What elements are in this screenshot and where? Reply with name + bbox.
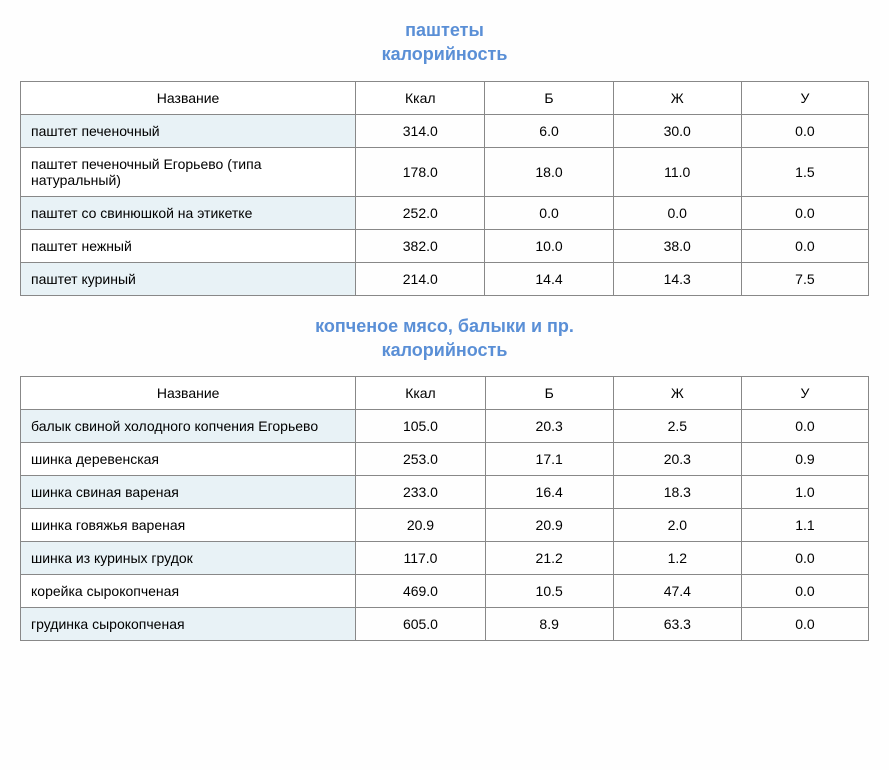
cell-u: 0.0 — [741, 575, 868, 608]
cell-kcal: 178.0 — [356, 147, 485, 196]
cell-kcal: 214.0 — [356, 262, 485, 295]
cell-kcal: 314.0 — [356, 114, 485, 147]
table-row: паштет нежный 382.0 10.0 38.0 0.0 — [21, 229, 869, 262]
cell-zh: 11.0 — [613, 147, 741, 196]
col-u: У — [741, 81, 868, 114]
cell-name: шинка деревенская — [21, 443, 356, 476]
table-header-row: Название Ккал Б Ж У — [21, 81, 869, 114]
cell-name: паштет печеночный Егорьево (типа натурал… — [21, 147, 356, 196]
cell-b: 16.4 — [485, 476, 613, 509]
cell-u: 0.0 — [741, 542, 868, 575]
cell-name: корейка сырокопченая — [21, 575, 356, 608]
nutrition-table: Название Ккал Б Ж У паштет печеночный 31… — [20, 81, 869, 296]
cell-zh: 47.4 — [613, 575, 741, 608]
cell-kcal: 117.0 — [356, 542, 485, 575]
page: паштеты калорийность Название Ккал Б Ж У… — [0, 0, 889, 689]
section-title: паштеты калорийность — [20, 18, 869, 67]
section-title: копченое мясо, балыки и пр. калорийность — [20, 314, 869, 363]
cell-b: 0.0 — [485, 196, 613, 229]
cell-u: 0.0 — [741, 608, 868, 641]
section-title-line2: калорийность — [20, 42, 869, 66]
table-row: шинка деревенская 253.0 17.1 20.3 0.9 — [21, 443, 869, 476]
cell-name: шинка свиная вареная — [21, 476, 356, 509]
cell-b: 14.4 — [485, 262, 613, 295]
table-row: шинка свиная вареная 233.0 16.4 18.3 1.0 — [21, 476, 869, 509]
cell-kcal: 605.0 — [356, 608, 485, 641]
cell-name: шинка из куриных грудок — [21, 542, 356, 575]
cell-kcal: 469.0 — [356, 575, 485, 608]
cell-zh: 63.3 — [613, 608, 741, 641]
section-title-line2: калорийность — [20, 338, 869, 362]
cell-zh: 18.3 — [613, 476, 741, 509]
cell-zh: 14.3 — [613, 262, 741, 295]
cell-kcal: 20.9 — [356, 509, 485, 542]
cell-name: паштет печеночный — [21, 114, 356, 147]
section-title-line1: копченое мясо, балыки и пр. — [20, 314, 869, 338]
cell-name: паштет нежный — [21, 229, 356, 262]
cell-zh: 20.3 — [613, 443, 741, 476]
cell-kcal: 105.0 — [356, 410, 485, 443]
table-header-row: Название Ккал Б Ж У — [21, 377, 869, 410]
table-row: паштет куриный 214.0 14.4 14.3 7.5 — [21, 262, 869, 295]
nutrition-table: Название Ккал Б Ж У балык свиной холодно… — [20, 376, 869, 641]
table-row: паштет со свинюшкой на этикетке 252.0 0.… — [21, 196, 869, 229]
table-row: паштет печеночный Егорьево (типа натурал… — [21, 147, 869, 196]
col-zh: Ж — [613, 81, 741, 114]
cell-name: балык свиной холодного копчения Егорьево — [21, 410, 356, 443]
section-title-line1: паштеты — [20, 18, 869, 42]
cell-zh: 0.0 — [613, 196, 741, 229]
cell-name: шинка говяжья вареная — [21, 509, 356, 542]
cell-u: 0.0 — [741, 114, 868, 147]
col-zh: Ж — [613, 377, 741, 410]
cell-b: 18.0 — [485, 147, 613, 196]
col-kcal: Ккал — [356, 377, 485, 410]
cell-u: 7.5 — [741, 262, 868, 295]
cell-zh: 1.2 — [613, 542, 741, 575]
cell-b: 10.0 — [485, 229, 613, 262]
cell-b: 20.9 — [485, 509, 613, 542]
cell-b: 20.3 — [485, 410, 613, 443]
cell-b: 10.5 — [485, 575, 613, 608]
cell-u: 0.0 — [741, 229, 868, 262]
cell-kcal: 382.0 — [356, 229, 485, 262]
table-row: грудинка сырокопченая 605.0 8.9 63.3 0.0 — [21, 608, 869, 641]
cell-name: паштет со свинюшкой на этикетке — [21, 196, 356, 229]
table-row: балык свиной холодного копчения Егорьево… — [21, 410, 869, 443]
cell-kcal: 253.0 — [356, 443, 485, 476]
cell-b: 17.1 — [485, 443, 613, 476]
cell-b: 21.2 — [485, 542, 613, 575]
cell-name: грудинка сырокопченая — [21, 608, 356, 641]
cell-zh: 30.0 — [613, 114, 741, 147]
cell-zh: 38.0 — [613, 229, 741, 262]
col-b: Б — [485, 377, 613, 410]
col-u: У — [741, 377, 868, 410]
cell-u: 0.0 — [741, 410, 868, 443]
cell-b: 8.9 — [485, 608, 613, 641]
cell-name: паштет куриный — [21, 262, 356, 295]
table-row: шинка из куриных грудок 117.0 21.2 1.2 0… — [21, 542, 869, 575]
cell-u: 1.1 — [741, 509, 868, 542]
col-name: Название — [21, 81, 356, 114]
cell-kcal: 233.0 — [356, 476, 485, 509]
table-row: шинка говяжья вареная 20.9 20.9 2.0 1.1 — [21, 509, 869, 542]
cell-u: 0.9 — [741, 443, 868, 476]
col-name: Название — [21, 377, 356, 410]
cell-u: 0.0 — [741, 196, 868, 229]
cell-b: 6.0 — [485, 114, 613, 147]
col-kcal: Ккал — [356, 81, 485, 114]
table-row: корейка сырокопченая 469.0 10.5 47.4 0.0 — [21, 575, 869, 608]
cell-zh: 2.5 — [613, 410, 741, 443]
cell-u: 1.5 — [741, 147, 868, 196]
table-row: паштет печеночный 314.0 6.0 30.0 0.0 — [21, 114, 869, 147]
cell-u: 1.0 — [741, 476, 868, 509]
cell-zh: 2.0 — [613, 509, 741, 542]
col-b: Б — [485, 81, 613, 114]
cell-kcal: 252.0 — [356, 196, 485, 229]
